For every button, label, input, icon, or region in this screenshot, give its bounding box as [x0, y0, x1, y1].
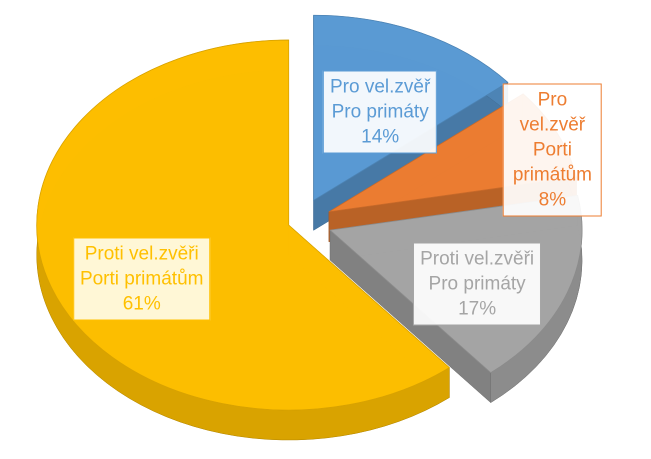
value-label: 17%: [458, 298, 497, 320]
value-label: 61%: [122, 293, 161, 315]
value-label: 8%: [538, 189, 567, 211]
data-label: Proti vel.zvěři Porti primátům 61%: [72, 237, 211, 321]
data-label: Pro vel.zvěř Porti primátům 8%: [503, 83, 602, 217]
value-label: 14%: [361, 126, 400, 147]
category-label: Pro vel.zvěř Porti primátům: [512, 89, 592, 186]
category-label: Proti vel.zvěři Pro primáty: [420, 248, 535, 295]
category-label: Proti vel.zvěři Porti primátům: [79, 243, 204, 290]
data-label: Proti vel.zvěři Pro primáty 17%: [413, 242, 542, 326]
data-label: Pro vel.zvěř Pro primáty 14%: [322, 70, 438, 153]
category-label: Pro vel.zvěř Pro primáty: [329, 76, 431, 122]
